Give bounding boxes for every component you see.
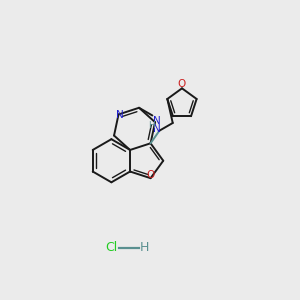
- Text: O: O: [146, 170, 155, 180]
- Text: N: N: [153, 124, 161, 134]
- Text: Cl: Cl: [105, 241, 118, 254]
- Text: N: N: [116, 110, 124, 120]
- Text: N: N: [153, 116, 160, 126]
- Text: O: O: [178, 80, 186, 89]
- Text: H: H: [140, 241, 149, 254]
- Text: H: H: [148, 121, 155, 130]
